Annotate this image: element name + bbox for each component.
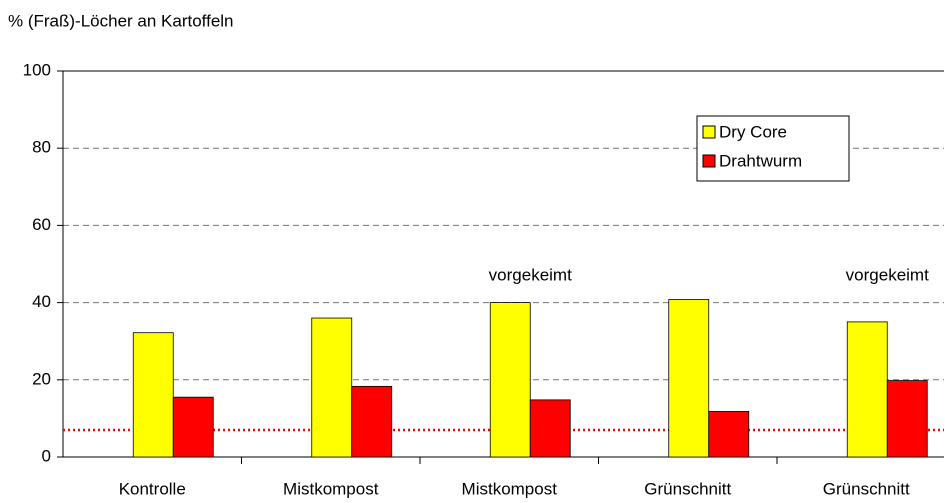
annotation: vorgekeimt xyxy=(489,265,572,284)
legend-label: Dry Core xyxy=(719,122,787,141)
bar xyxy=(311,317,353,458)
bar xyxy=(708,411,750,458)
annotation: vorgekeimt xyxy=(846,265,929,284)
y-tick-label: 80 xyxy=(32,138,51,157)
legend-swatch xyxy=(702,125,716,139)
x-tick-label: Kontrolle xyxy=(119,479,186,498)
legend-box xyxy=(696,115,850,182)
bar xyxy=(489,302,531,458)
x-tick-label: Grünschnitt xyxy=(644,479,731,498)
bar xyxy=(668,299,710,458)
legend-label: Drahtwurm xyxy=(719,151,802,170)
x-tick-label: Mistkompost xyxy=(462,479,558,498)
bar xyxy=(846,321,888,458)
x-tick-label: Grünschnitt xyxy=(823,479,910,498)
bar xyxy=(886,380,928,458)
y-tick-label: 100 xyxy=(23,60,51,79)
chart-title: % (Fraß)-Löcher an Kartoffeln xyxy=(8,11,234,30)
bar xyxy=(132,332,174,458)
x-tick-label: Mistkompost xyxy=(283,479,379,498)
bar xyxy=(529,399,571,458)
legend-swatch xyxy=(702,154,716,168)
y-tick-label: 0 xyxy=(42,446,51,465)
y-tick-label: 20 xyxy=(32,369,51,388)
bar xyxy=(172,396,214,458)
bar xyxy=(351,385,393,458)
y-tick-label: 60 xyxy=(32,215,51,234)
y-tick-label: 40 xyxy=(32,292,51,311)
